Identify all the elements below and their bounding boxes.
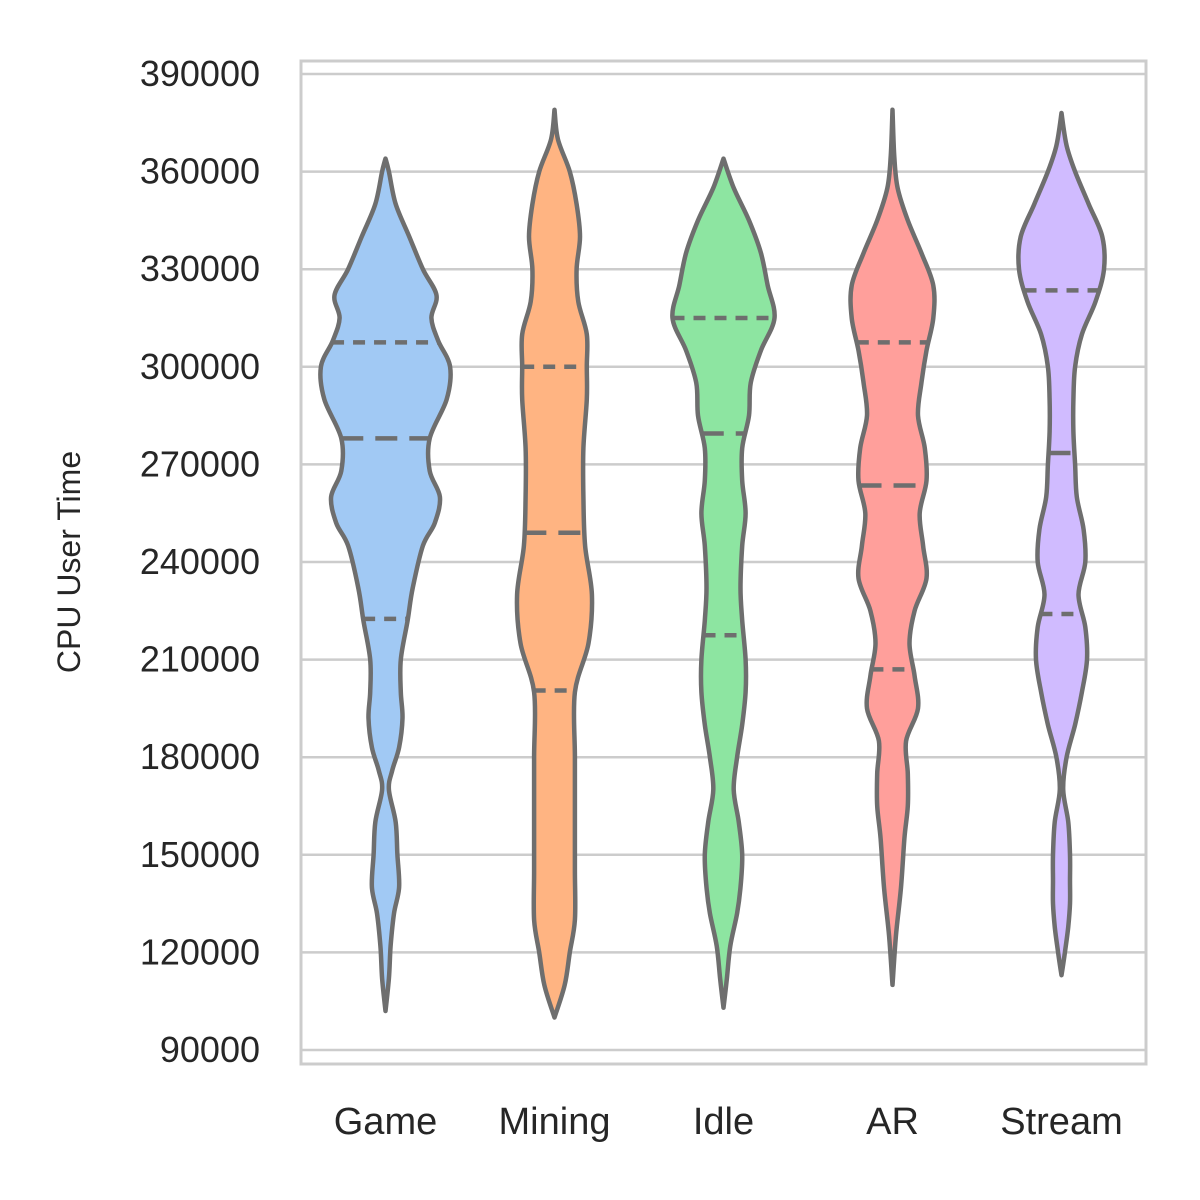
- y-tick-label: 270000: [140, 443, 260, 484]
- y-tick-label: 210000: [140, 639, 260, 680]
- violin-body: [514, 107, 595, 1020]
- y-tick-label: 300000: [140, 346, 260, 387]
- violin-body: [848, 107, 937, 988]
- violin-idle: [670, 156, 777, 1010]
- y-tick-label: 330000: [140, 248, 260, 289]
- x-tick-label-ar: AR: [866, 1101, 919, 1143]
- y-tick-labels: 90000 120000 150000 180000 210000 240000 27000…: [140, 53, 260, 1070]
- x-tick-labels: Game Mining Idle AR Stream: [334, 1101, 1123, 1143]
- y-tick-label: 120000: [140, 931, 260, 972]
- y-tick-label: 150000: [140, 834, 260, 875]
- x-tick-label-stream: Stream: [1000, 1101, 1122, 1143]
- violin-game: [318, 156, 453, 1014]
- y-tick-label: 240000: [140, 541, 260, 582]
- violin-body: [1016, 110, 1107, 978]
- x-tick-label-idle: Idle: [693, 1101, 754, 1143]
- y-tick-label: 390000: [140, 53, 260, 94]
- violin-mining: [514, 107, 595, 1020]
- violins: [318, 107, 1107, 1020]
- y-tick-label: 90000: [160, 1029, 260, 1070]
- x-tick-label-mining: Mining: [499, 1101, 611, 1143]
- y-tick-label: 360000: [140, 151, 260, 192]
- plot-frame: [299, 59, 1148, 1066]
- y-tick-label: 180000: [140, 736, 260, 777]
- violin-body: [318, 156, 453, 1014]
- x-tick-label-game: Game: [334, 1101, 437, 1143]
- violin-body: [670, 156, 777, 1010]
- violin-ar: [848, 107, 937, 988]
- y-axis-label: CPU User Time: [51, 451, 87, 673]
- violin-stream: [1016, 110, 1107, 978]
